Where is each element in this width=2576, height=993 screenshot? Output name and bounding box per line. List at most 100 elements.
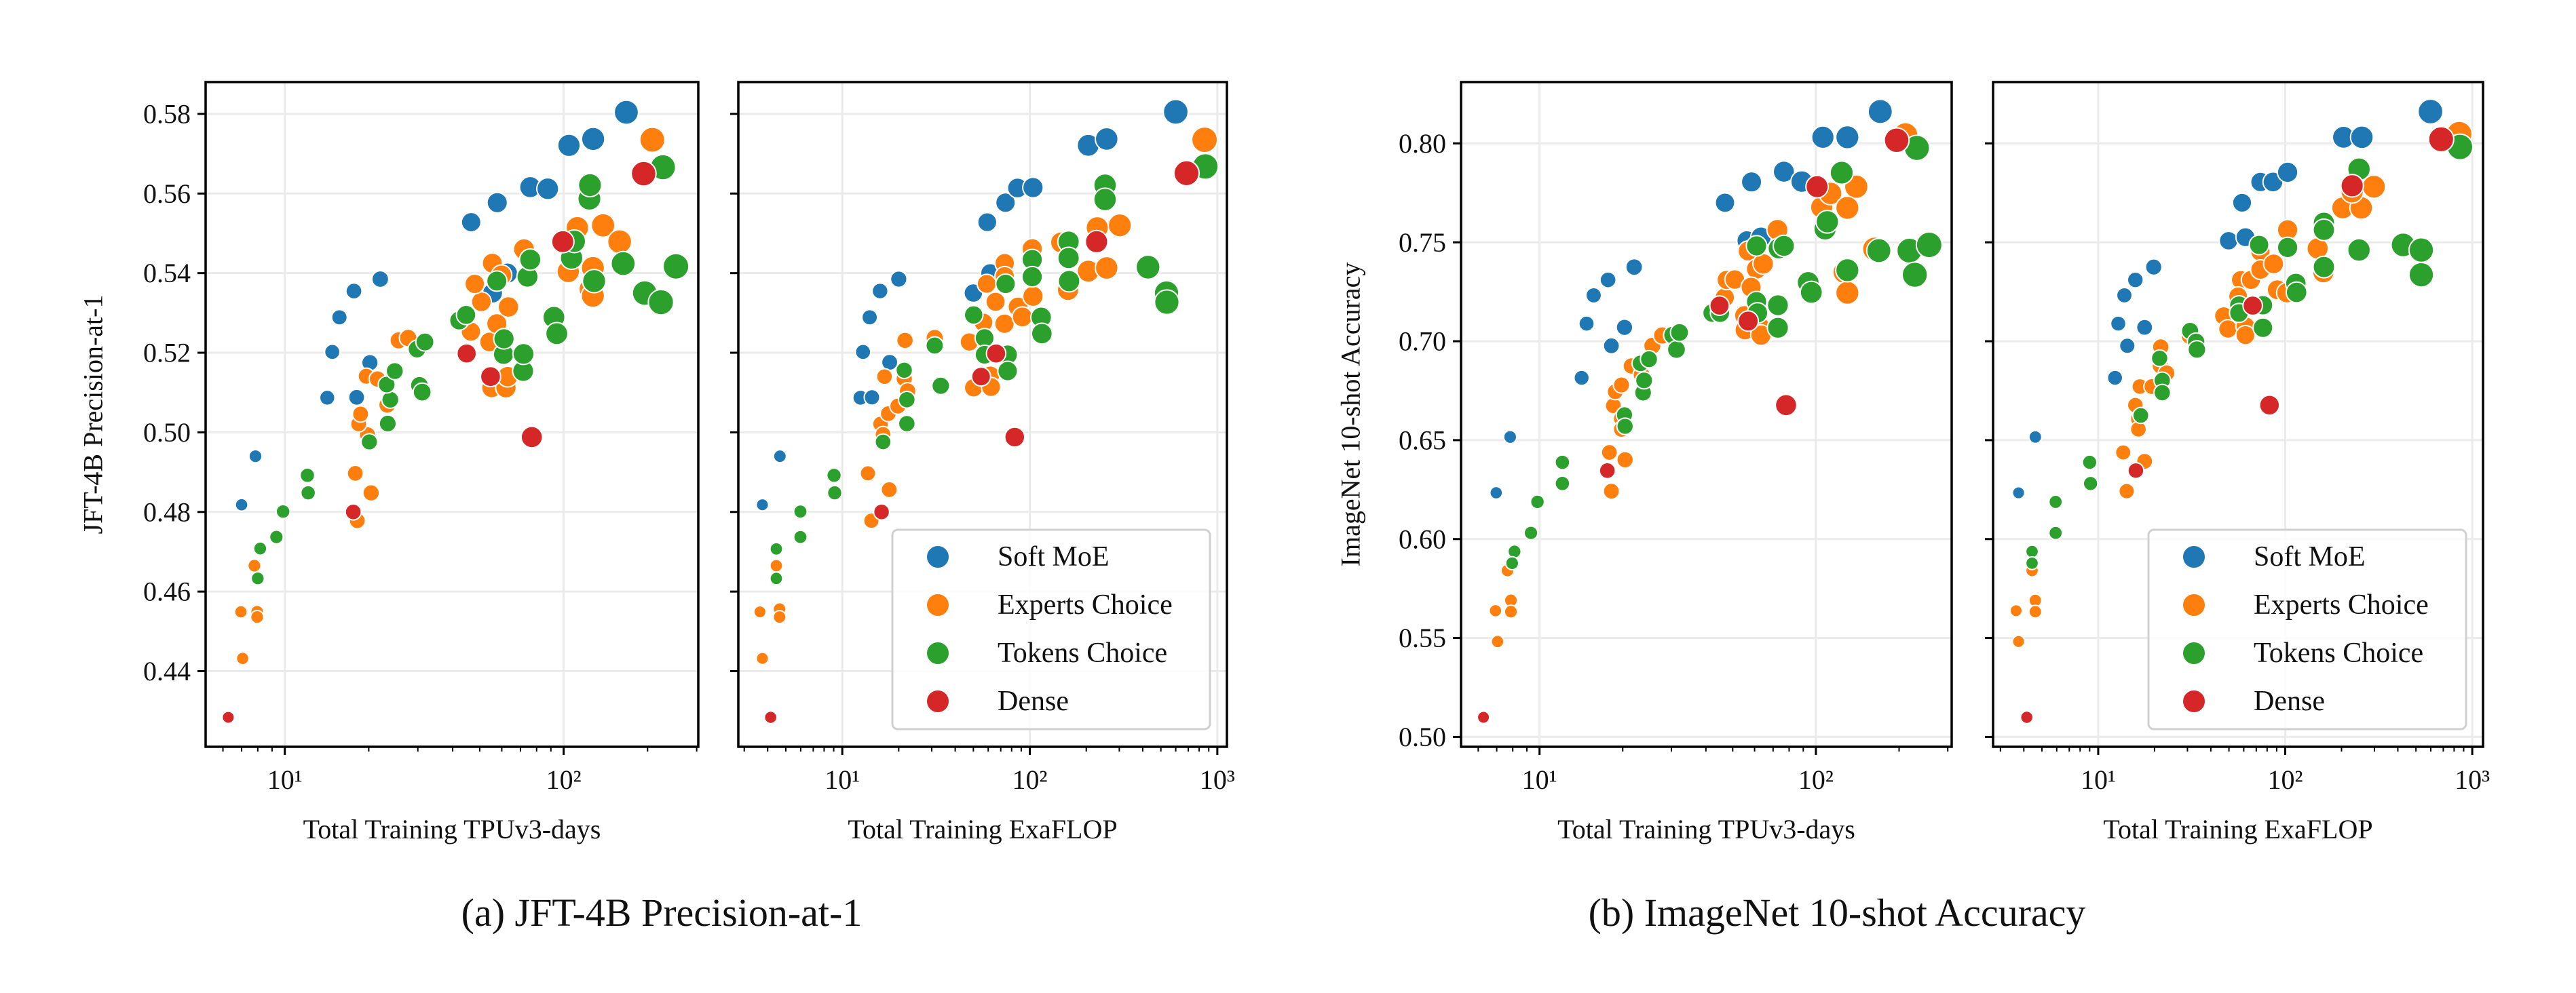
y-tick-label: 0.55 [1399,623,1446,653]
data-point [520,425,544,449]
data-point [2116,286,2133,304]
data-point [881,353,898,372]
data-point [1084,229,1109,254]
axes-frame [204,81,700,748]
data-point [1835,258,1860,283]
data-point [248,449,263,464]
data-point [2218,231,2239,251]
data-point [2262,253,2285,275]
data-point [545,322,569,346]
data-point [1057,246,1080,270]
data-point [1022,285,1044,307]
data-point [2028,604,2043,619]
data-point [2136,318,2154,336]
legend-marker [926,641,950,665]
data-point [1135,254,1161,280]
data-point [2115,444,2132,461]
data-point [985,291,1006,313]
data-point [2106,369,2123,387]
data-point [1915,231,1943,259]
data-point [1829,160,1854,185]
legend-marker [2182,641,2206,665]
legend-label: Tokens Choice [998,638,1167,669]
y-tick-label: 0.75 [1399,227,1446,258]
x-tick-label: 10³ [1200,764,1235,795]
data-point [610,250,637,277]
axes-frame [1992,81,2484,748]
data-point [2235,324,2256,346]
y-tick-label: 0.44 [143,656,191,686]
data-point [1773,160,1796,183]
data-point [250,610,265,625]
data-point [247,558,262,573]
panel-3: 0.50 0.55 0.60 0.65 0.70 0.75 0.80 10¹ 10² Total … [1336,81,1953,844]
y-axis-label: JFT-4B Precision-at-1 [78,295,109,534]
data-point [2417,98,2444,125]
data-point [2285,281,2308,304]
data-point [1095,256,1119,280]
data-point [1173,159,1200,187]
data-point [493,328,515,350]
y-tick-label: 0.52 [143,338,191,368]
axes-frame [737,81,1228,748]
y-tick-label: 0.58 [143,98,191,129]
data-point [330,309,348,326]
data-point [2025,556,2039,570]
data-point [2048,525,2064,541]
y-tick-label: 0.48 [143,496,191,527]
series-dense [2020,125,2455,724]
data-point [486,270,508,292]
data-point [925,336,945,355]
data-point [234,497,249,512]
data-point [221,710,235,724]
data-point [880,481,898,499]
data-point [1488,604,1503,618]
data-point [827,484,843,501]
data-point [1573,369,1590,387]
x-axis-label: Total Training ExaFLOP [2103,814,2372,844]
legend-marker [926,593,950,617]
series-dense [763,159,1200,724]
x-tick-label: 10² [1798,764,1834,795]
data-point [2119,337,2136,355]
data-point [895,361,913,380]
data-point [1901,261,1929,288]
data-point [1811,125,1835,149]
data-point [1477,710,1491,724]
data-point [345,282,363,300]
series-soft-moe [755,98,1189,512]
legend-label: Soft MoE [2254,541,2366,572]
data-point [464,273,486,295]
data-point [826,467,842,484]
series-tokens-choice [250,153,690,586]
data-point [2153,383,2172,402]
data-point [898,414,916,433]
data-point [890,270,908,288]
data-point [1021,265,1044,288]
data-point [299,467,316,484]
data-point [1766,316,1789,339]
data-point [2276,161,2299,184]
data-point [362,484,381,502]
series-soft-moe [234,99,639,512]
data-point [352,405,370,423]
data-point [2011,634,2026,648]
data-point [769,541,784,556]
data-point [793,504,808,520]
x-axis-label: Total Training TPUv3-days [1557,814,1855,844]
data-point [769,571,784,586]
data-point [859,465,877,482]
data-point [381,390,400,409]
data-point [1865,237,1892,264]
data-point [556,133,582,157]
data-point [1578,315,1595,332]
data-point [639,126,666,153]
data-point [772,449,787,464]
legend-marker [2182,545,2206,569]
data-point [1667,340,1686,359]
data-point [1031,322,1053,345]
data-point [2340,174,2364,198]
data-point [1523,525,1539,541]
data-point [1022,176,1044,199]
data-point [2151,349,2169,368]
